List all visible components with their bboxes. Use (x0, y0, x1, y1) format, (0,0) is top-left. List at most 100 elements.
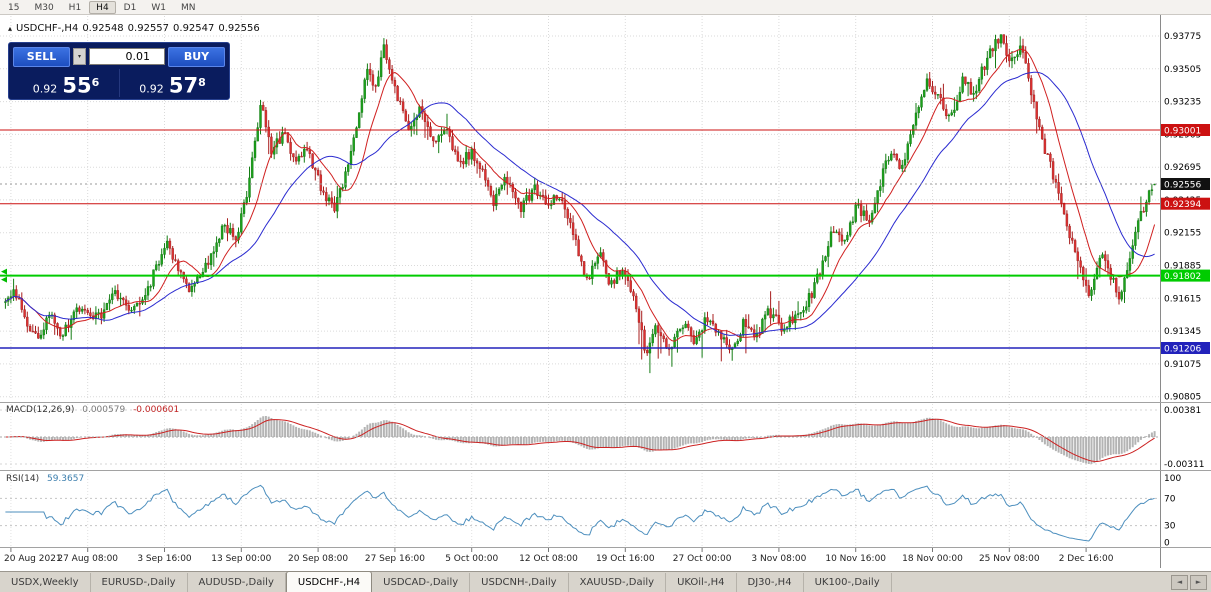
lot-dropdown-icon[interactable]: ▾ (73, 48, 86, 65)
support-marker-icon (1, 268, 7, 275)
timeframe-button-h4[interactable]: H4 (89, 0, 116, 14)
chart-icon: ▴ (8, 24, 13, 33)
svg-text:70: 70 (1164, 494, 1176, 504)
chart-tabs-bar: USDX,Weekly EURUSD-,Daily AUDUSD-,Daily USD… (0, 571, 1211, 592)
date-label: 12 Oct 08:00 (519, 554, 578, 564)
price-label-support-2 (1161, 269, 1210, 282)
sell-price-pip: 6 (91, 76, 100, 89)
timeframe-button-d1[interactable]: D1 (123, 2, 137, 13)
buy-button[interactable]: BUY (168, 46, 225, 67)
macd-histogram (7, 416, 1156, 464)
date-label: 13 Sep 00:00 (211, 554, 271, 564)
svg-text:0.93775: 0.93775 (1164, 32, 1201, 42)
tab-scroll-arrows: ◄ ► (1167, 575, 1211, 592)
candle-up-bodies (4, 34, 1156, 354)
svg-text:0.90805: 0.90805 (1164, 393, 1201, 403)
ohlc-high: 0.92557 (127, 23, 170, 34)
date-label: 27 Aug 08:00 (57, 554, 118, 564)
tab-usdcnh-daily[interactable]: USDCNH-,Daily (470, 573, 569, 592)
tab-xauusd-daily[interactable]: XAUUSD-,Daily (569, 573, 667, 592)
ohlc-open: 0.92548 (82, 23, 124, 34)
tab-usdcad-daily[interactable]: USDCAD-,Daily (372, 573, 471, 592)
date-label: 3 Nov 08:00 (751, 554, 806, 564)
timeframe-button-15[interactable]: 15 (8, 2, 20, 13)
tab-ukoil-h4[interactable]: UKOil-,H4 (666, 573, 737, 592)
svg-text:0.91206: 0.91206 (1164, 345, 1201, 355)
sell-price-main: 55 (62, 73, 92, 98)
buy-price: 0.92 578 (119, 69, 225, 97)
date-label: 20 Sep 08:00 (288, 554, 348, 564)
price-axis[interactable] (1161, 15, 1211, 571)
date-label: 5 Oct 00:00 (445, 554, 498, 564)
date-label: 25 Nov 08:00 (979, 554, 1040, 564)
svg-text:0.92155: 0.92155 (1164, 229, 1201, 239)
price-label-support-3 (1161, 342, 1210, 354)
price-label-resistance-0 (1161, 124, 1210, 136)
timeframe-button-w1[interactable]: W1 (151, 2, 166, 13)
price-label-current (1161, 178, 1210, 190)
svg-text:100: 100 (1164, 474, 1181, 484)
sell-price-prefix: 0.92 (32, 82, 58, 96)
rsi-line (5, 484, 1155, 542)
timeframe-button-m30[interactable]: M30 (34, 2, 54, 13)
date-label: 19 Oct 16:00 (596, 554, 655, 564)
ma-fast-line (5, 48, 1156, 342)
tab-usdchf-h4[interactable]: USDCHF-,H4 (285, 571, 373, 592)
tab-uk100-daily[interactable]: UK100-,Daily (804, 573, 892, 592)
macd-label: MACD(12,26,9) 0.000579 -0.000601 (6, 405, 179, 415)
sell-button[interactable]: SELL (13, 46, 70, 67)
rsi-label: RSI(14) 59.3657 (6, 474, 84, 484)
tab-dj30-h4[interactable]: DJ30-,H4 (737, 573, 804, 592)
svg-text:0.93001: 0.93001 (1164, 127, 1201, 137)
svg-text:0.91345: 0.91345 (1164, 327, 1201, 337)
macd-signal-line (5, 418, 1155, 463)
tab-eurusd-daily[interactable]: EURUSD-,Daily (91, 573, 188, 592)
lot-size-input[interactable] (89, 48, 165, 65)
macd-main-value: 0.000579 (82, 405, 126, 415)
sell-price: 0.92 556 (13, 69, 119, 97)
date-label: 27 Sep 16:00 (365, 554, 425, 564)
one-click-trading-panel: SELL ▾ BUY 0.92 556 0.92 578 (8, 42, 230, 100)
timeframe-button-h1[interactable]: H1 (68, 2, 82, 13)
price-label-resistance-1 (1161, 197, 1210, 210)
buy-price-prefix: 0.92 (139, 82, 164, 96)
tab-audusd-daily[interactable]: AUDUSD-,Daily (188, 573, 286, 592)
svg-text:0.91615: 0.91615 (1164, 294, 1201, 304)
buy-price-main: 57 (168, 73, 199, 98)
svg-text:0.93505: 0.93505 (1164, 65, 1201, 75)
svg-text:30: 30 (1164, 522, 1176, 532)
timeframe-toolbar: 15 M30 H1 H4 D1 W1 MN (0, 0, 1211, 15)
macd-signal-value: -0.000601 (133, 405, 180, 415)
svg-text:0.91885: 0.91885 (1164, 262, 1201, 272)
date-label: 10 Nov 16:00 (825, 554, 886, 564)
ohlc-low: 0.92547 (173, 23, 215, 34)
date-label: 3 Sep 16:00 (137, 554, 192, 564)
rsi-value: 59.3657 (46, 474, 85, 484)
svg-text:0.91075: 0.91075 (1164, 360, 1201, 370)
ma-slow-line (5, 71, 1155, 336)
buy-price-pip: 8 (198, 76, 206, 89)
ohlc-close: 0.92556 (218, 23, 260, 34)
svg-text:0.92695: 0.92695 (1164, 163, 1201, 173)
date-label: 18 Nov 00:00 (902, 554, 963, 564)
tabs-scroll-left-icon[interactable]: ◄ (1171, 575, 1188, 590)
ohlc-header: ▴ USDCHF-,H4 0.92548 0.92557 0.92547 0.92556 (8, 23, 264, 34)
timeframe-button-mn[interactable]: MN (180, 2, 196, 13)
svg-text:0.93235: 0.93235 (1164, 98, 1201, 108)
date-label: 27 Oct 00:00 (673, 554, 732, 564)
svg-text:0.92394: 0.92394 (1164, 200, 1201, 210)
tab-usdx-weekly[interactable]: USDX,Weekly (0, 573, 91, 592)
rsi-name: RSI(14) (6, 474, 40, 484)
symbol-title: USDCHF-,H4 (16, 23, 79, 34)
tabs-scroll-right-icon[interactable]: ► (1190, 575, 1207, 590)
svg-text:0.00381: 0.00381 (1164, 406, 1201, 416)
candle-down-bodies (15, 34, 1145, 354)
macd-name: MACD(12,26,9) (6, 405, 75, 415)
symbol-tabs: USDX,Weekly EURUSD-,Daily AUDUSD-,Daily USD… (0, 571, 892, 592)
date-label: 2 Dec 16:00 (1059, 554, 1114, 564)
svg-text:0.92556: 0.92556 (1164, 181, 1201, 191)
svg-text:0: 0 (1164, 539, 1170, 549)
svg-text:-0.00311: -0.00311 (1164, 460, 1204, 470)
